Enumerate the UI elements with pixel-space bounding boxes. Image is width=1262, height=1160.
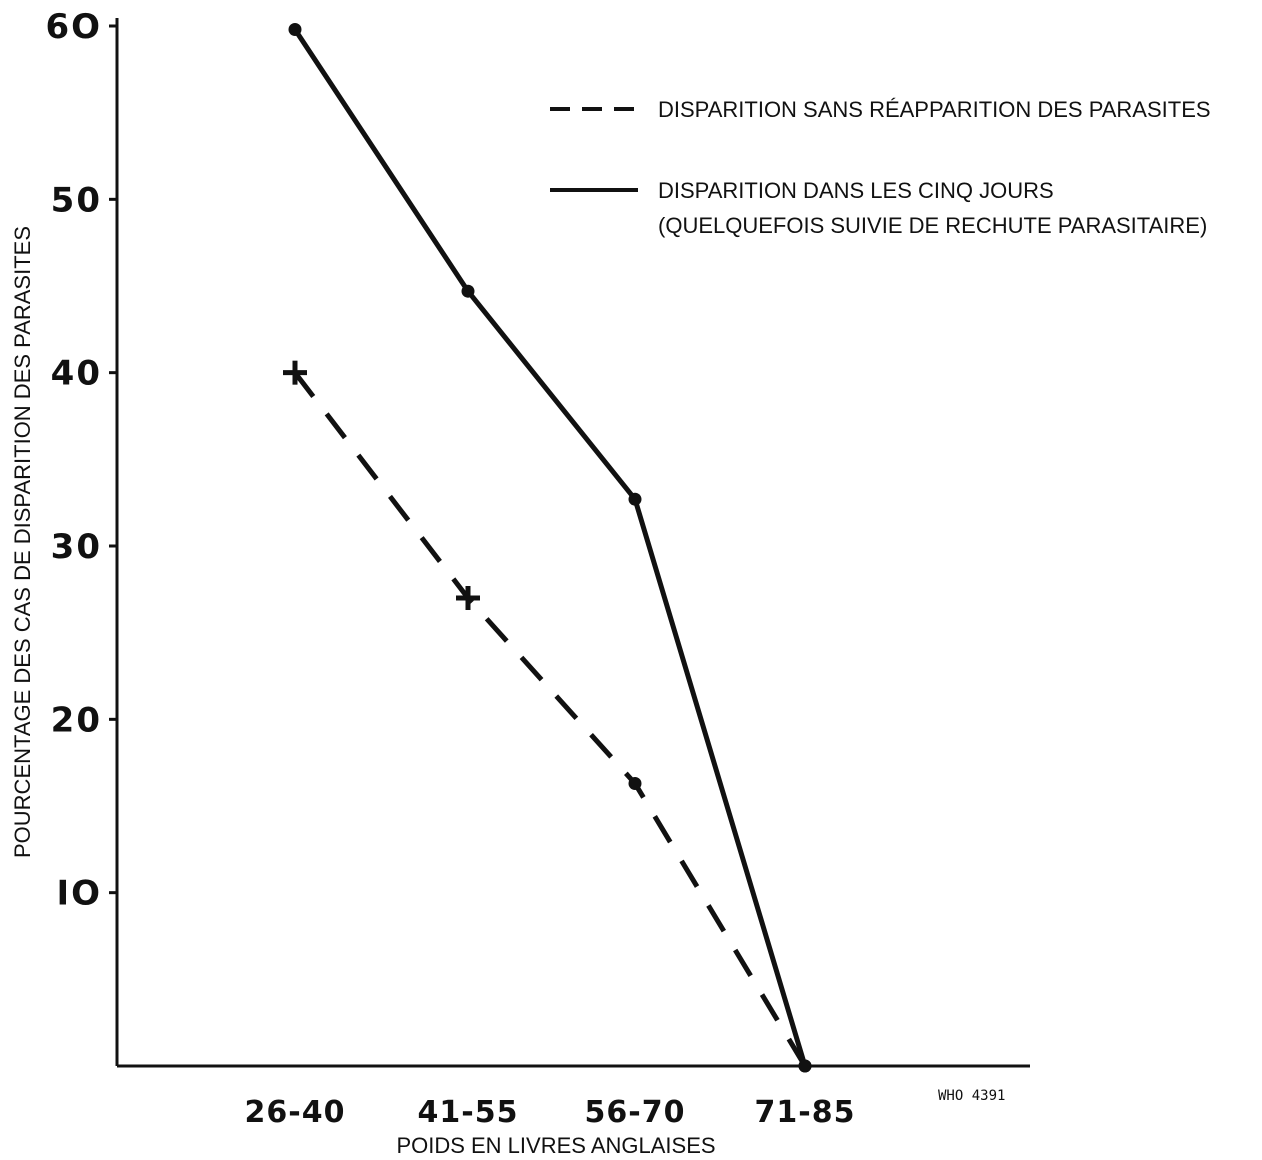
x-axis-title: POIDS EN LIVRES ANGLAISES [396, 1133, 715, 1158]
legend-label-solid-line-1: DISPARITION DANS LES CINQ JOURS [658, 178, 1054, 203]
series-1-point-2 [628, 492, 642, 506]
legend: DISPARITION SANS RÉAPPARITION DES PARASI… [550, 97, 1211, 238]
x-tick-label-56-70: 56-70 [585, 1095, 686, 1130]
y-axis-ticks: IO 20 30 40 50 6O [45, 7, 117, 914]
y-tick-label-40: 40 [51, 354, 102, 394]
y-tick-label-30: 30 [51, 527, 102, 567]
legend-label-solid-line-2: (QUELQUEFOIS SUIVIE DE RECHUTE PARASITAI… [658, 213, 1207, 238]
y-tick-label-10: IO [56, 874, 102, 914]
y-tick-label-60: 6O [45, 7, 102, 47]
series-1-point-0 [288, 22, 302, 36]
series-1-point-1 [461, 284, 475, 298]
x-axis-tick-labels: 26-40 41-55 56-70 71-85 [245, 1095, 856, 1130]
series-0-point-0 [283, 360, 307, 385]
figure-reference: WHO 4391 [938, 1088, 1005, 1104]
y-tick-label-20: 20 [51, 700, 102, 740]
series-0-point-1 [456, 586, 480, 610]
legend-label-dashed: DISPARITION SANS RÉAPPARITION DES PARASI… [658, 97, 1211, 122]
series-0-point-2 [628, 776, 642, 790]
x-tick-label-71-85: 71-85 [755, 1095, 856, 1130]
series-1-line [292, 28, 808, 1067]
axes [115, 18, 1030, 1068]
y-tick-label-50: 50 [51, 180, 102, 220]
series-0-line [293, 371, 808, 1068]
series-1-point-3 [798, 1059, 812, 1073]
x-tick-label-41-55: 41-55 [418, 1095, 519, 1130]
y-axis-title: POURCENTAGE DES CAS DE DISPARITION DES P… [10, 226, 35, 858]
x-tick-label-26-40: 26-40 [245, 1095, 346, 1130]
series-layer [283, 22, 812, 1073]
